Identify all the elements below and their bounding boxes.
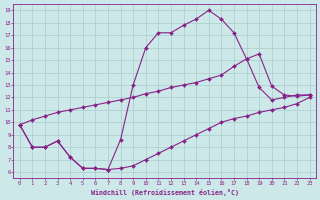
X-axis label: Windchill (Refroidissement éolien,°C): Windchill (Refroidissement éolien,°C) — [91, 189, 239, 196]
